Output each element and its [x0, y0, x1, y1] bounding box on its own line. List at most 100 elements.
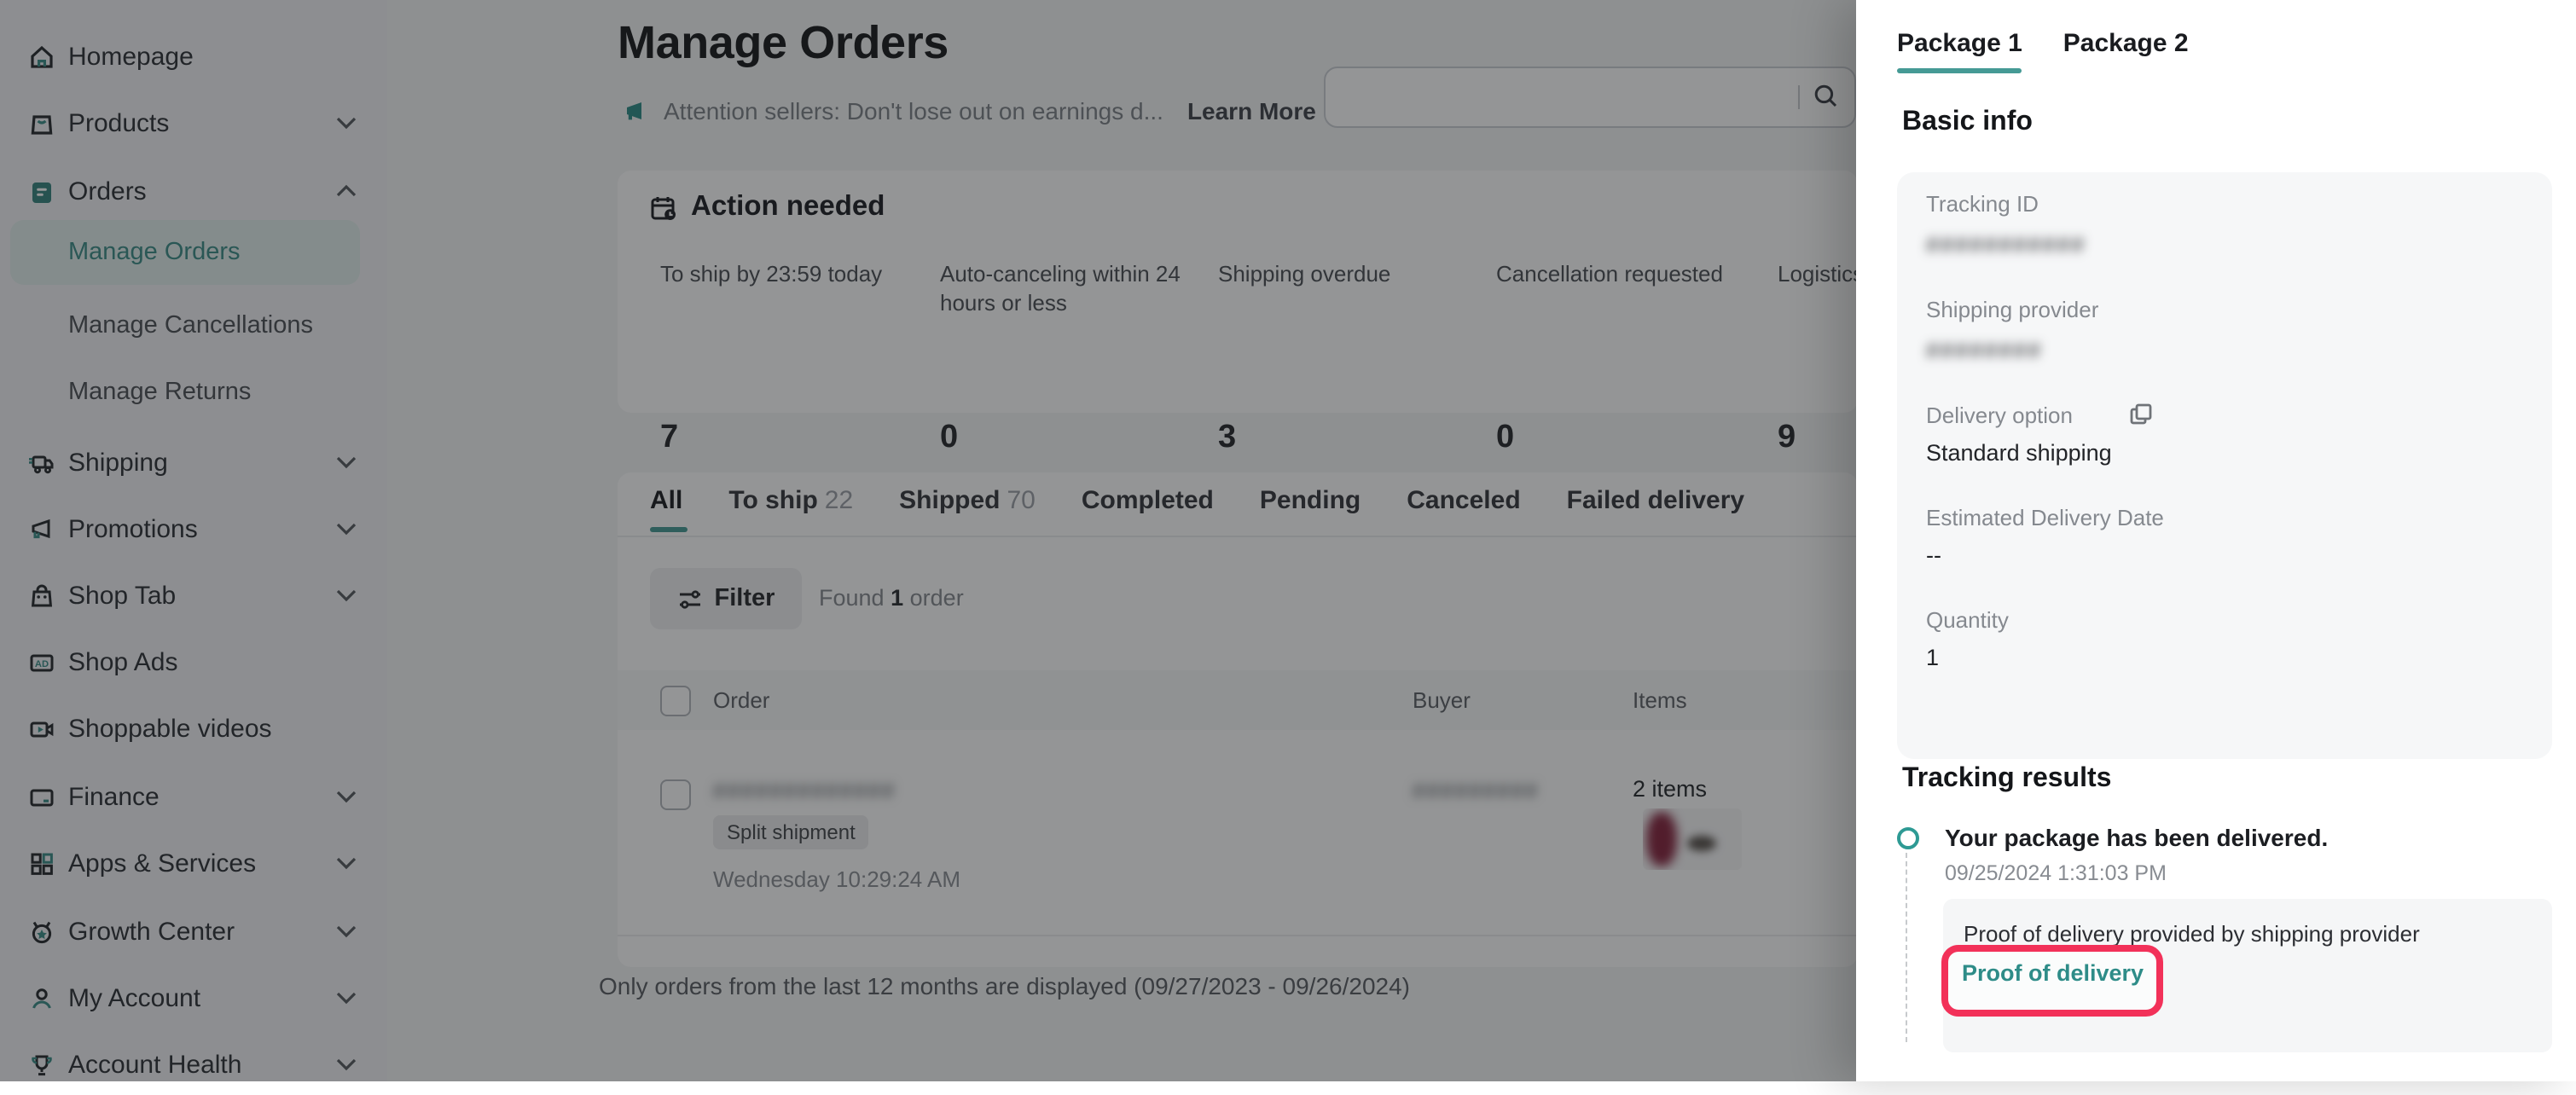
blurred-product-image [1687, 836, 1716, 851]
action-needed-card: Action needed To ship by 23:59 today 7 A… [618, 171, 1864, 455]
sidebar-item-account-health[interactable]: Account Health [0, 1034, 387, 1095]
page-title: Manage Orders [618, 17, 949, 68]
stat-value: 0 [1496, 420, 1515, 455]
col-order: Order [713, 687, 770, 713]
sidebar-item-shipping[interactable]: Shipping [0, 432, 387, 493]
order-search-input[interactable] [1324, 67, 1856, 128]
action-needed-title: Action needed [691, 191, 885, 222]
tab-package-2[interactable]: Package 2 [2063, 29, 2189, 58]
sidebar-item-shoppable-videos[interactable]: Shoppable videos [0, 698, 387, 759]
stat-auto-canceling[interactable]: Auto-canceling within 24 hours or less 0 [940, 259, 1196, 455]
sidebar-item-label: Manage Cancellations [68, 312, 313, 339]
stat-value: 0 [940, 420, 959, 455]
red-annotation-box [1941, 945, 2163, 1017]
package-tabs: Package 1 Package 2 [1897, 29, 2189, 73]
sidebar-item-manage-returns[interactable]: Manage Returns [0, 360, 387, 425]
sidebar-item-label: Orders [68, 177, 147, 206]
user-icon [27, 983, 56, 1012]
stat-cancellation-requested[interactable]: Cancellation requested 0 [1496, 259, 1752, 455]
orders-list-card: All To ship 22 Shipped 70 Completed Pendin… [618, 472, 2244, 967]
tracking-event-time: 09/25/2024 1:31:03 PM [1945, 861, 2167, 885]
col-items: Items [1633, 687, 1687, 713]
tab-failed-delivery[interactable]: Failed delivery [1566, 486, 1745, 515]
order-status-tabs: All To ship 22 Shipped 70 Completed Pendin… [650, 486, 1744, 536]
tab-package-1[interactable]: Package 1 [1897, 29, 2023, 73]
stat-to-ship[interactable]: To ship by 23:59 today 7 [660, 259, 916, 455]
items-count: 2 items [1633, 776, 1708, 802]
stat-value: 7 [660, 420, 679, 455]
chevron-down-icon [336, 588, 357, 602]
order-time: Wednesday 10:29:24 AM [713, 866, 961, 892]
grid-icon [27, 849, 56, 878]
sidebar-item-manage-cancellations[interactable]: Manage Cancellations [0, 293, 387, 358]
sidebar-item-label: Promotions [68, 514, 198, 543]
stat-logistics[interactable]: Logistics 9 [1778, 259, 1982, 455]
sidebar-item-shop-ads[interactable]: AD Shop Ads [0, 631, 387, 692]
learn-more-link[interactable]: Learn More [1186, 97, 1316, 125]
tab-all[interactable]: All [650, 486, 688, 536]
col-buyer: Buyer [1413, 687, 1471, 713]
tab-canceled[interactable]: Canceled [1407, 486, 1521, 515]
chevron-down-icon [336, 856, 357, 870]
tab-pending[interactable]: Pending [1259, 486, 1361, 515]
sidebar-item-my-account[interactable]: My Account [0, 967, 387, 1028]
sidebar-item-label: Homepage [68, 42, 194, 71]
stat-label: Shipping overdue [1218, 261, 1391, 287]
date-range-note: Only orders from the last 12 months are … [599, 972, 1410, 999]
tab-shipped[interactable]: Shipped 70 [899, 486, 1036, 515]
sidebar-item-label: Finance [68, 782, 160, 811]
handbag-icon [27, 581, 56, 610]
sidebar-item-manage-orders[interactable]: Manage Orders [10, 220, 360, 285]
sidebar-item-label: Shop Tab [68, 581, 177, 610]
sidebar-item-shop-tab[interactable]: Shop Tab [0, 565, 387, 626]
calendar-clock-icon [648, 192, 679, 223]
sidebar-item-label: Shop Ads [68, 647, 178, 676]
proof-of-delivery-link[interactable]: Proof of delivery [1962, 960, 2144, 986]
product-thumbnail[interactable] [1643, 808, 1742, 870]
svg-text:AD: AD [35, 658, 49, 669]
tabs-divider [618, 536, 1858, 537]
tab-completed[interactable]: Completed [1081, 486, 1214, 515]
chevron-down-icon [336, 790, 357, 803]
stat-value: 3 [1218, 420, 1237, 455]
delivery-option-label: Delivery option [1926, 403, 2073, 428]
tab-to-ship[interactable]: To ship 22 [728, 486, 854, 515]
order-row[interactable]: ############# Split shipment Wednesday 1… [618, 730, 2244, 936]
home-icon [27, 42, 56, 71]
search-icon[interactable] [1812, 82, 1841, 111]
sidebar-item-label: Manage Returns [68, 379, 252, 406]
split-shipment-tag: Split shipment [713, 815, 869, 849]
megaphone-icon [27, 514, 56, 543]
found-orders-text: Found 1 order [819, 585, 964, 611]
sidebar-item-promotions[interactable]: Promotions [0, 498, 387, 559]
tracking-id-blurred: ########### [1926, 232, 2086, 258]
sidebar-item-label: Apps & Services [68, 849, 257, 878]
quantity-value: 1 [1926, 645, 1940, 670]
select-all-checkbox[interactable] [660, 686, 691, 716]
sidebar-item-apps-services[interactable]: Apps & Services [0, 832, 387, 894]
tracking-event-title: Your package has been delivered. [1945, 824, 2329, 851]
sidebar-item-growth-center[interactable]: Growth Center [0, 901, 387, 962]
sidebar-item-finance[interactable]: Finance [0, 766, 387, 827]
timeline-dot-icon [1897, 827, 1919, 849]
modal-dim-overlay[interactable] [0, 0, 1856, 1081]
sidebar-item-homepage[interactable]: Homepage [0, 26, 387, 87]
copy-icon[interactable] [2129, 403, 2153, 426]
chevron-down-icon [336, 116, 357, 130]
chevron-up-icon [336, 184, 357, 198]
sidebar-item-products[interactable]: Products [0, 92, 387, 154]
shipping-provider-label: Shipping provider [1926, 297, 2099, 322]
chevron-down-icon [336, 455, 357, 469]
shipping-provider-blurred: ######## [1926, 338, 2043, 363]
chevron-down-icon [336, 1057, 357, 1071]
quantity-label: Quantity [1926, 607, 2009, 633]
stat-shipping-overdue[interactable]: Shipping overdue 3 [1218, 259, 1474, 455]
sidebar-item-label: Growth Center [68, 917, 235, 946]
sidebar-item-orders[interactable]: Orders [0, 160, 387, 222]
attention-banner: Attention sellers: Don't lose out on ear… [623, 97, 1316, 125]
filter-button[interactable]: Filter [650, 568, 802, 629]
announcement-megaphone-icon [623, 97, 650, 125]
row-checkbox[interactable] [660, 779, 691, 810]
timeline-dashed-line [1906, 853, 1907, 1042]
